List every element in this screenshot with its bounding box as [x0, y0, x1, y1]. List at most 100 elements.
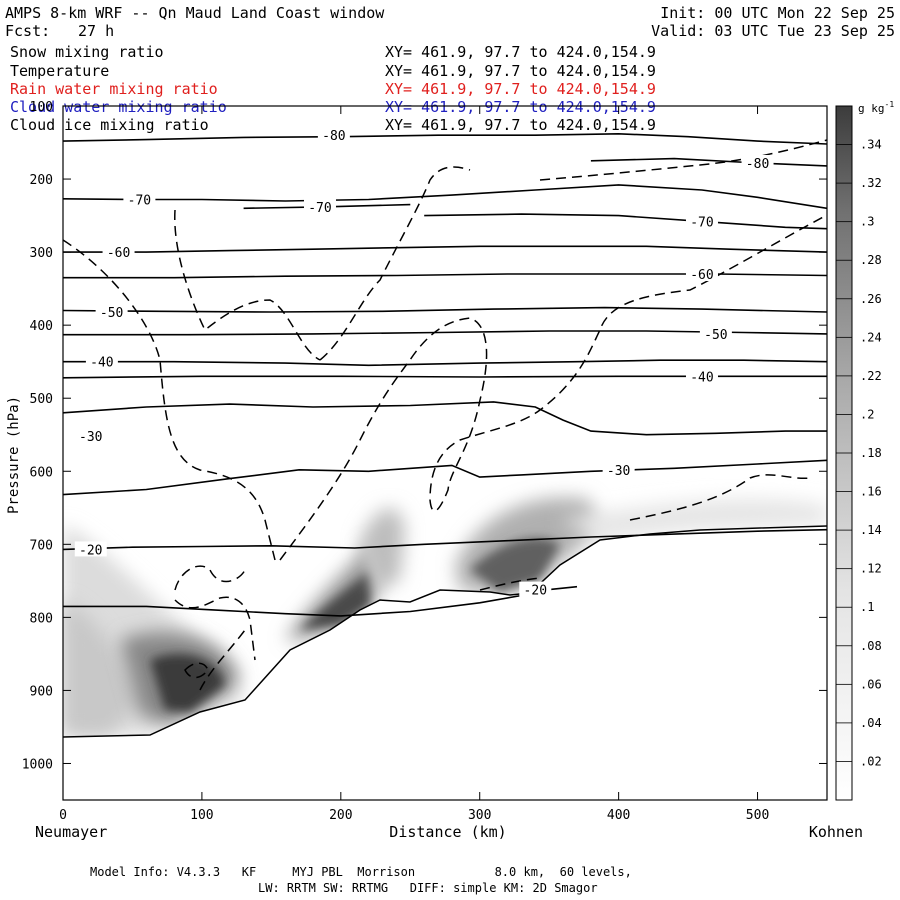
x-tick-label: 200	[329, 808, 352, 823]
y-tick-label: 500	[30, 392, 53, 407]
contour-label-bg	[602, 461, 635, 477]
ice-mixing-dashed-contours	[63, 139, 827, 691]
colorbar-tick-label: .22	[860, 369, 882, 383]
colorbar-tick-label: .04	[860, 716, 882, 730]
x-axis-title: Distance (km)	[389, 823, 506, 841]
y-tick-label: 900	[30, 684, 53, 699]
temperature-contour-label: -70	[128, 194, 151, 209]
x-tick-label: 300	[468, 808, 491, 823]
field-xy-rain: XY= 461.9, 97.7 to 424.0,154.9	[385, 80, 656, 98]
valid-time: Valid: 03 UTC Tue 23 Sep 25	[651, 22, 895, 40]
temperature-contour-label: -50	[100, 306, 123, 321]
model-info-line2: LW: RRTM SW: RRTMG DIFF: simple KM: 2D S…	[258, 881, 598, 895]
colorbar-tick-label: .06	[860, 677, 882, 691]
contour-label-bg	[95, 304, 128, 320]
chart-title: AMPS 8-km WRF -- Qn Maud Land Coast wind…	[5, 4, 385, 22]
temperature-contour-label: -40	[90, 356, 113, 371]
colorbar-tick-label: .16	[860, 485, 882, 499]
temperature-contour-labels: -80 -80 -70 -70 -70 -60 -60 -50 -50 -40 -40 -30 -30 -…	[74, 127, 774, 599]
temperature-contour-label: -20	[524, 584, 547, 599]
contour-label-bg	[123, 191, 156, 207]
contour-label-bg	[519, 581, 552, 597]
contour-label-bg	[741, 154, 774, 170]
temperature-contour	[590, 157, 827, 167]
temperature-contour-label: -30	[79, 430, 102, 445]
terrain-surface-line	[63, 525, 827, 738]
temperature-contour	[63, 459, 827, 496]
contour-label-bg	[699, 325, 732, 341]
temperature-contour	[63, 401, 827, 436]
temperature-contour-label: -80	[746, 157, 769, 172]
colorbar-units: g kg-1	[858, 100, 894, 115]
field-name-rain: Rain water mixing ratio	[10, 80, 218, 98]
contour-label-bg	[685, 266, 718, 282]
x-tick-label: 100	[190, 808, 213, 823]
contour-label-bg	[102, 244, 135, 260]
colorbar-tick-label: .02	[860, 754, 882, 768]
temperature-contour-label: -70	[308, 201, 331, 216]
colorbar-tick-label: .08	[860, 639, 882, 653]
temperature-contour-label: -40	[690, 370, 713, 385]
temperature-contour	[63, 184, 827, 210]
temperature-contour-label: -50	[704, 328, 727, 343]
temperature-contour-label: -70	[690, 215, 713, 230]
x-tick-label: 0	[59, 808, 67, 823]
temperature-contour	[63, 132, 827, 145]
field-name-cloud-ice: Cloud ice mixing ratio	[10, 116, 209, 134]
colorbar-tick-label: .28	[860, 253, 882, 267]
contour-label-bg	[74, 428, 107, 444]
forecast-label: Fcst:	[5, 22, 51, 40]
contour-label-bg	[74, 541, 107, 557]
colorbar-tick-label: .1	[860, 600, 874, 614]
colorbar-tick-label: .18	[860, 446, 882, 460]
y-tick-label: 800	[30, 611, 53, 626]
y-tick-label: 100	[30, 100, 53, 115]
temperature-contour-label: -20	[79, 543, 102, 558]
field-name-temperature: Temperature	[10, 62, 110, 80]
x-tick-label: 400	[607, 808, 630, 823]
temperature-contour-label: -80	[322, 129, 345, 144]
colorbar-tick-label: .14	[860, 523, 882, 537]
model-info-line1: Model Info: V4.3.3 KF MYJ PBL Morrison 8…	[90, 865, 632, 879]
contour-label-bg	[317, 127, 350, 143]
colorbar-tick-label: .12	[860, 562, 882, 576]
colorbar-tick-label: .3	[860, 215, 874, 229]
x-tick-label: 500	[746, 808, 769, 823]
field-xy-cloud-water: XY= 461.9, 97.7 to 424.0,154.9	[385, 98, 656, 116]
temperature-contour	[63, 528, 827, 551]
temperature-contour-label: -60	[690, 268, 713, 283]
y-tick-label: 400	[30, 319, 53, 334]
contour-label-bg	[303, 198, 336, 214]
y-tick-label: 300	[30, 246, 53, 261]
init-time: Init: 00 UTC Mon 22 Sep 25	[660, 4, 895, 22]
temperature-contour	[63, 306, 827, 313]
field-name-snow: Snow mixing ratio	[10, 43, 164, 61]
left-endpoint-label: Neumayer	[35, 823, 107, 841]
field-xy-temperature: XY= 461.9, 97.7 to 424.0,154.9	[385, 62, 656, 80]
y-tick-label: 600	[30, 465, 53, 480]
field-name-cloud-water: Cloud water mixing ratio	[10, 98, 227, 116]
field-xy-cloud-ice: XY= 461.9, 97.7 to 424.0,154.9	[385, 116, 656, 134]
temperature-contour-label: -30	[607, 464, 630, 479]
colorbar-tick-label: .26	[860, 292, 882, 306]
colorbar-ticks: .02 .04 .06 .08 .1 .12 .14 .16 .18 .2 .22 .24 .26 .28…	[836, 138, 882, 768]
y-axis: 100 200 300 400 500 600 700 800 900 1000	[22, 100, 827, 772]
temperature-contour	[63, 245, 827, 253]
y-tick-label: 1000	[22, 757, 53, 772]
plot-frame	[62, 105, 828, 801]
contour-label-bg	[85, 353, 118, 369]
colorbar-tick-label: .34	[860, 138, 882, 152]
y-tick-label: 200	[30, 173, 53, 188]
contour-label-bg	[685, 213, 718, 229]
colorbar-tick-label: .24	[860, 330, 882, 344]
x-axis: 0 100 200 300 400 500	[59, 106, 769, 823]
y-axis-title: Pressure (hPa)	[6, 396, 22, 514]
temperature-contour-label: -60	[107, 246, 130, 261]
temperature-contour	[424, 213, 827, 230]
contour-label-bg	[685, 368, 718, 384]
y-tick-label: 700	[30, 538, 53, 553]
mixing-ratio-shading	[63, 497, 827, 735]
colorbar-tick-label: .2	[860, 407, 874, 421]
colorbar: .02 .04 .06 .08 .1 .12 .14 .16 .18 .2 .22 .24 .26 .28…	[835, 100, 894, 801]
